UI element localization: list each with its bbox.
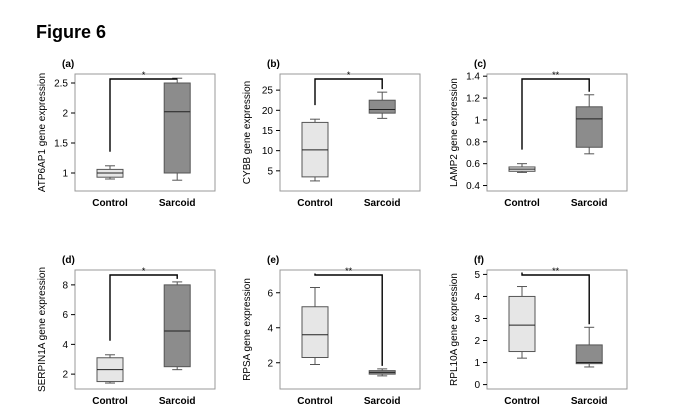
category-label: Control (504, 198, 540, 209)
y-tick-label: 2 (267, 358, 273, 369)
y-tick-label: 1.4 (466, 72, 480, 83)
box-sarcoid (368, 99, 396, 114)
category-label: Control (92, 198, 128, 209)
y-axis-label: CYBB gene expression (242, 81, 253, 184)
chart-panel-2: (b) 5 10 15 20 25 CYBB gene expression Control S… (242, 59, 421, 209)
y-tick-label: 0 (474, 380, 480, 391)
y-tick-label: 0.8 (466, 137, 480, 148)
panel-label: (d) (62, 255, 75, 266)
y-tick-label: 25 (262, 86, 274, 97)
category-label: Control (504, 396, 540, 407)
plot-frame (486, 73, 628, 192)
y-axis-label: SERPIN1A gene expression (37, 267, 48, 392)
y-tick-label: 0.4 (466, 181, 480, 192)
y-tick-label: 4 (267, 323, 273, 334)
significance-marker: ** (552, 266, 560, 276)
significance-bracket (521, 78, 590, 150)
y-tick-label: 1.2 (466, 94, 480, 105)
category-label: Sarcoid (159, 198, 196, 209)
y-tick-label: 6 (267, 288, 273, 299)
y-tick-label: 1 (474, 115, 480, 126)
panel-label: (f) (474, 255, 484, 266)
y-axis-label: RPL10A gene expression (449, 273, 460, 386)
plot-frame (486, 269, 628, 390)
y-tick-label: 10 (262, 146, 274, 157)
y-tick-label: 5 (474, 270, 480, 281)
plot-frame (74, 73, 216, 192)
significance-marker: ** (552, 70, 560, 80)
panel-label: (a) (62, 59, 74, 70)
box-sarcoid (163, 284, 191, 368)
chart-panel-5: (e) 2 4 6 RPSA gene expression Control Sarcoid… (242, 255, 421, 407)
y-tick-label: 1 (62, 169, 68, 180)
y-tick-label: 2 (62, 109, 68, 120)
significance-marker: * (142, 266, 146, 276)
chart-panel-6: (f) 0 1 2 3 4 5 RPL10A gene expression Control Sa… (449, 255, 628, 407)
y-tick-label: 2 (62, 370, 68, 381)
chart-panel-4: (d) 2 4 6 8 SERPIN1A gene expression Control Sa… (37, 255, 216, 407)
category-label: Control (297, 198, 333, 209)
panel-label: (c) (474, 59, 486, 70)
category-label: Sarcoid (364, 396, 401, 407)
y-tick-label: 20 (262, 106, 274, 117)
box-sarcoid (163, 82, 191, 174)
significance-bracket (314, 78, 383, 106)
y-tick-label: 0.6 (466, 159, 480, 170)
category-label: Sarcoid (571, 198, 608, 209)
significance-bracket (109, 78, 178, 152)
y-axis-label: RPSA gene expression (242, 278, 253, 381)
panel-label: (b) (267, 59, 280, 70)
category-label: Sarcoid (571, 396, 608, 407)
plot-frame (279, 73, 421, 192)
box-control (301, 306, 329, 358)
y-tick-label: 8 (62, 280, 68, 291)
chart-panel-3: (c) 0.4 0.6 0.8 1 1.2 1.4 LAMP2 gene expression… (449, 59, 628, 209)
panel-label: (e) (267, 255, 279, 266)
y-tick-label: 1 (474, 358, 480, 369)
significance-marker: ** (345, 266, 353, 276)
y-tick-label: 4 (474, 292, 480, 303)
significance-bracket (314, 273, 383, 366)
box-sarcoid (575, 344, 603, 365)
significance-marker: * (347, 70, 351, 80)
significance-bracket (521, 272, 590, 325)
category-label: Control (92, 396, 128, 407)
box-control (508, 295, 536, 353)
significance-bracket (109, 274, 178, 341)
y-axis-label: LAMP2 gene expression (449, 78, 460, 187)
y-axis-label: ATP6AP1 gene expression (37, 73, 48, 192)
y-tick-label: 5 (267, 166, 273, 177)
plot-frame (74, 269, 216, 390)
box-sarcoid (575, 106, 603, 148)
figure-title: Figure 6 (36, 22, 107, 42)
y-tick-label: 3 (474, 314, 480, 325)
category-label: Sarcoid (159, 396, 196, 407)
y-tick-label: 4 (62, 340, 68, 351)
y-tick-label: 15 (262, 126, 274, 137)
y-tick-label: 2.5 (54, 79, 68, 90)
y-tick-label: 2 (474, 336, 480, 347)
category-label: Sarcoid (364, 198, 401, 209)
chart-panel-1: (a) 1 1.5 2 2.5 ATP6AP1 gene expression Contro… (37, 59, 216, 209)
plot-frame (279, 269, 421, 390)
y-tick-label: 6 (62, 310, 68, 321)
significance-marker: * (142, 70, 146, 80)
category-label: Control (297, 396, 333, 407)
y-tick-label: 1.5 (54, 139, 68, 150)
